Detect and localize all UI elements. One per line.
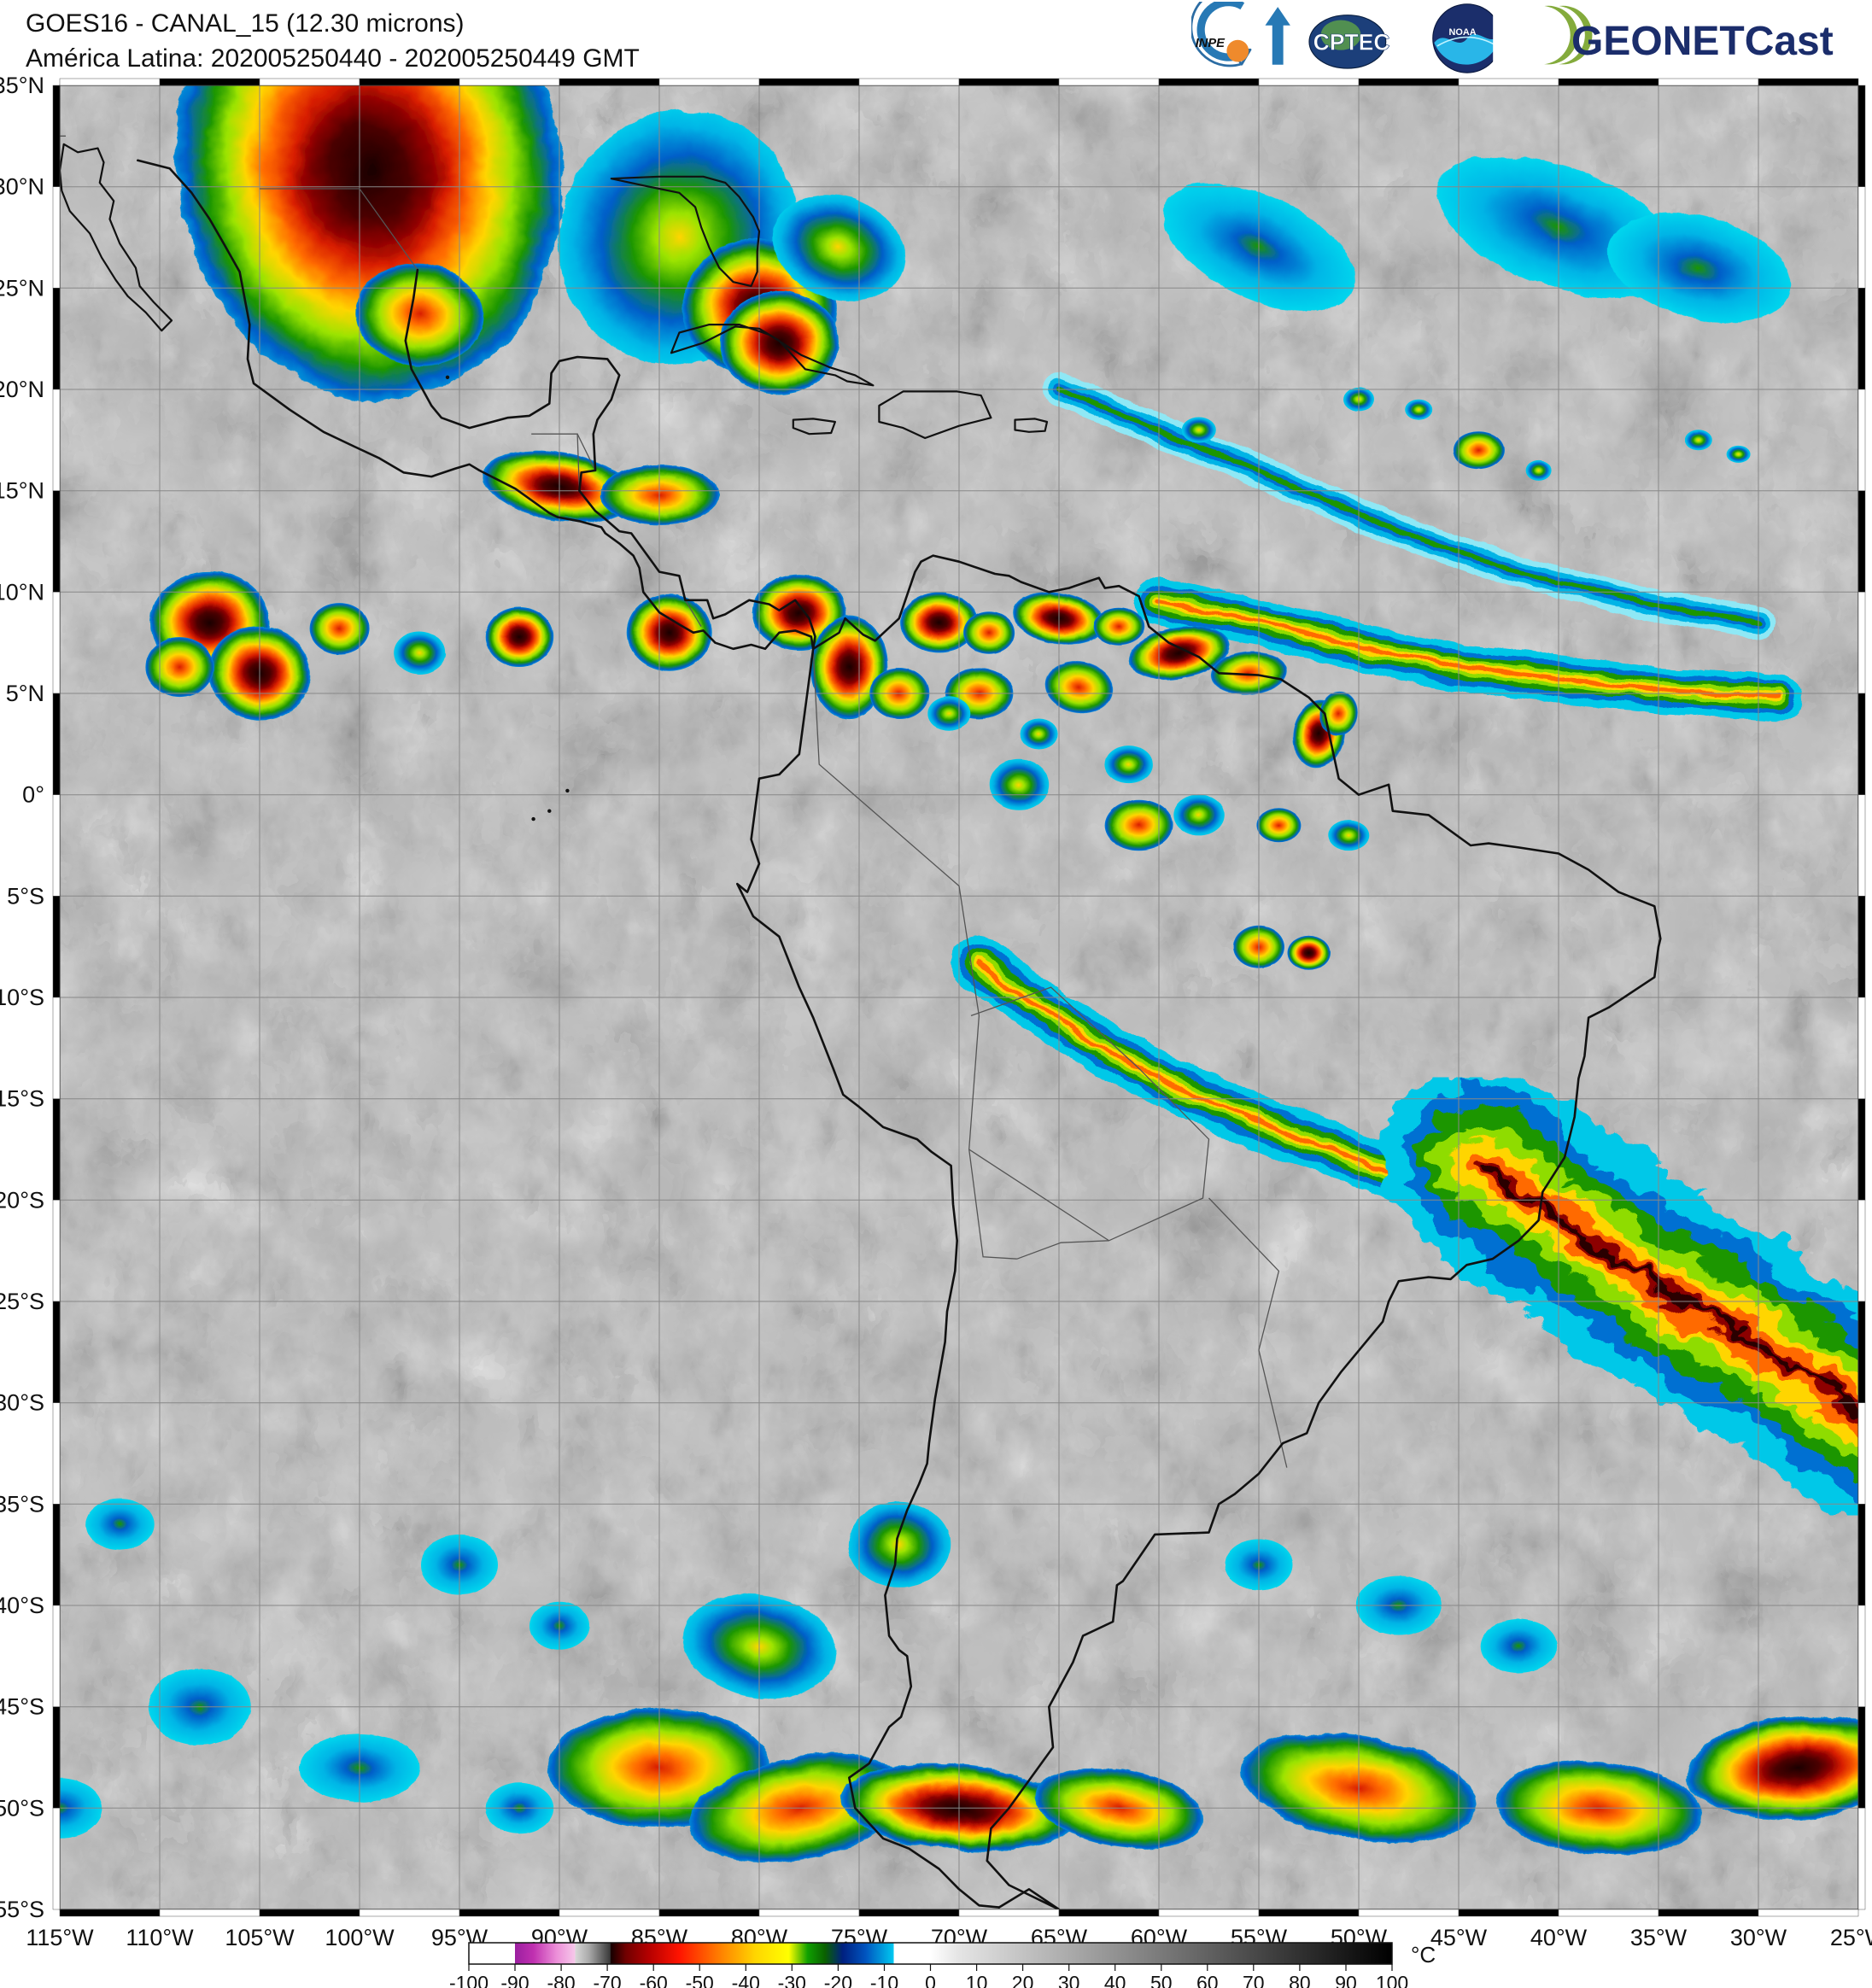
svg-text:°C: °C (1411, 1942, 1436, 1968)
svg-text:90: 90 (1335, 1972, 1357, 1988)
svg-text:-10: -10 (870, 1972, 898, 1988)
svg-text:-20: -20 (824, 1972, 852, 1988)
svg-text:20: 20 (1012, 1972, 1034, 1988)
svg-text:40: 40 (1104, 1972, 1126, 1988)
svg-text:50: 50 (1150, 1972, 1173, 1988)
svg-text:100: 100 (1376, 1972, 1408, 1988)
svg-text:-40: -40 (732, 1972, 760, 1988)
svg-text:10: 10 (966, 1972, 988, 1988)
svg-text:70: 70 (1243, 1972, 1265, 1988)
svg-text:-50: -50 (686, 1972, 714, 1988)
svg-text:-90: -90 (500, 1972, 529, 1988)
svg-text:80: 80 (1289, 1972, 1311, 1988)
svg-text:-100: -100 (449, 1972, 488, 1988)
svg-text:-80: -80 (547, 1972, 575, 1988)
svg-text:60: 60 (1196, 1972, 1219, 1988)
svg-text:-30: -30 (778, 1972, 806, 1988)
svg-text:-70: -70 (593, 1972, 621, 1988)
svg-text:-60: -60 (640, 1972, 668, 1988)
svg-text:30: 30 (1058, 1972, 1080, 1988)
svg-text:0: 0 (925, 1972, 936, 1988)
